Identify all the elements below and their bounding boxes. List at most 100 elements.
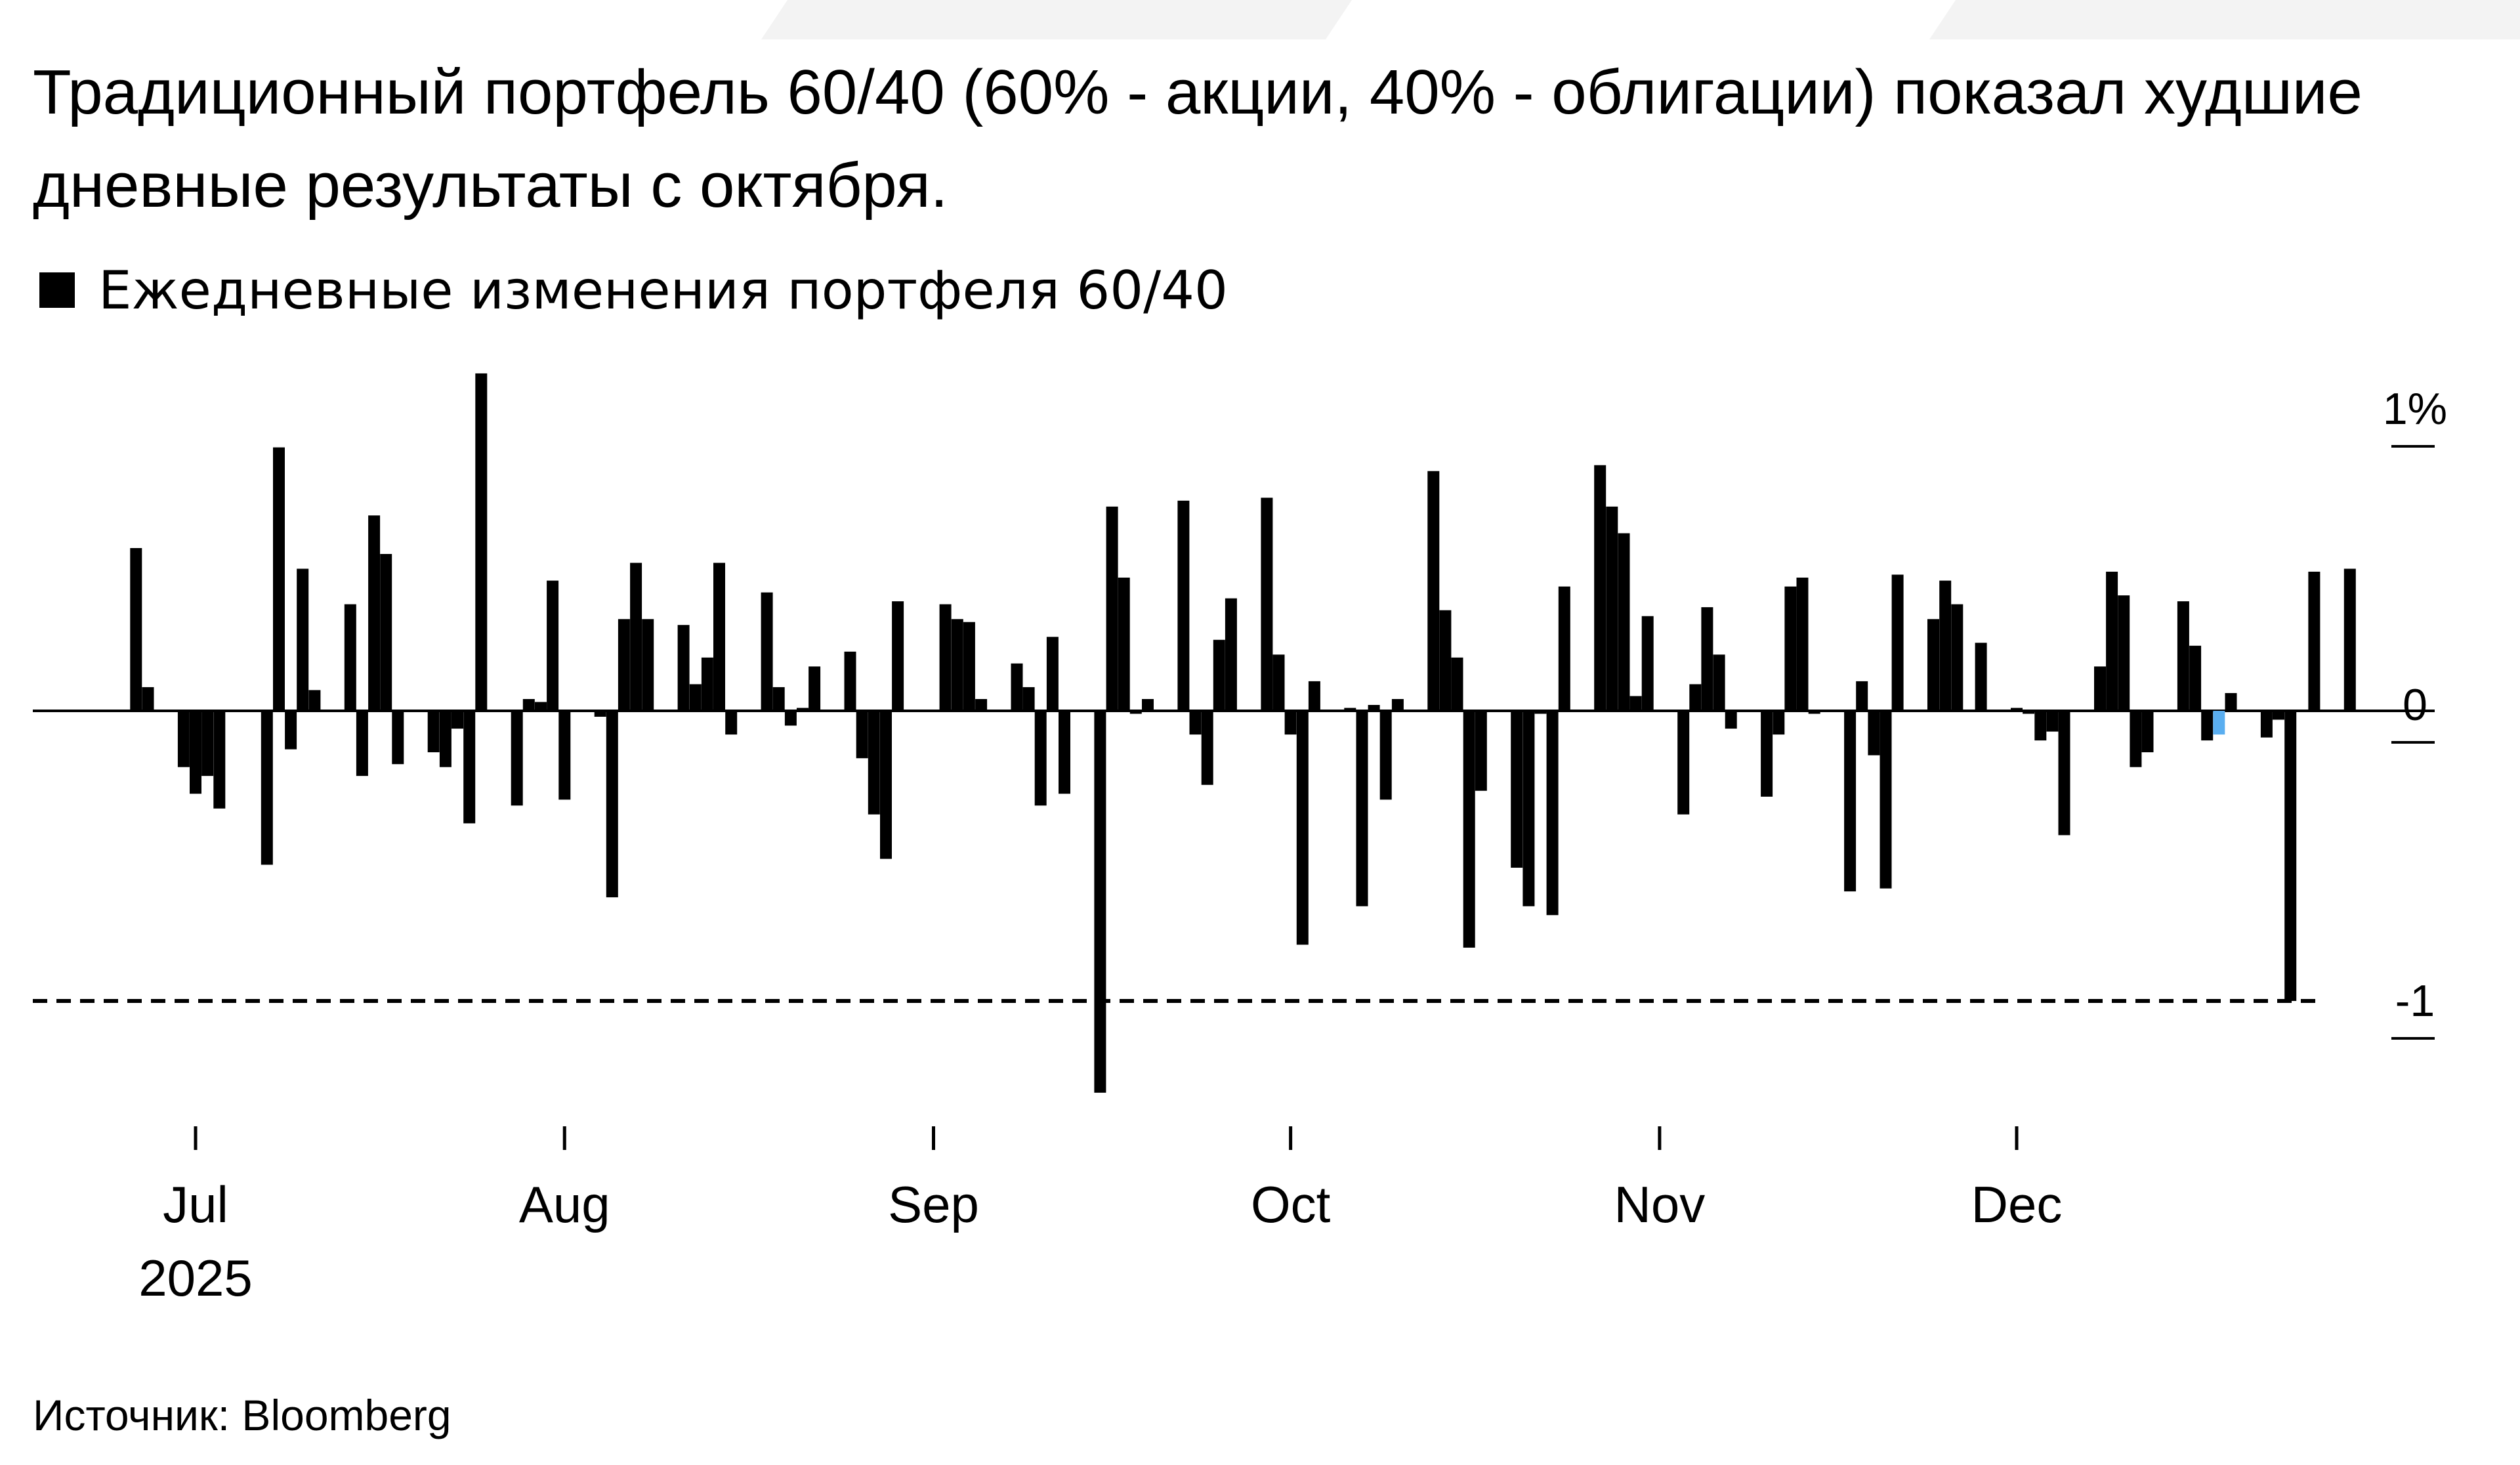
bar [1022,687,1035,711]
bar [808,666,821,711]
bar [1475,711,1487,791]
bar [356,711,368,776]
bar [1629,696,1642,711]
bar [772,687,785,711]
bar [142,687,154,711]
bar [1784,586,1797,711]
bar [463,711,476,824]
bar [677,625,690,711]
header-decoration [761,0,2520,39]
bar [1677,711,1690,815]
bar [2046,711,2059,732]
bar [522,699,535,711]
bar [1844,711,1857,892]
bar [261,711,273,865]
bar [2284,711,2297,1001]
bar [1558,586,1570,711]
bar [2118,595,2130,711]
bar [1796,578,1809,711]
bar [2094,666,2106,711]
bar [1177,500,1190,711]
bar [606,711,618,898]
bar [535,702,547,711]
x-tick-label: Jul [163,1176,228,1233]
bar [1463,711,1475,948]
bar [2260,711,2273,738]
bar [797,708,808,711]
bar [368,515,381,711]
bar [856,711,868,759]
bar [1713,654,1725,711]
bar [1344,708,1356,711]
bar [2308,572,2320,711]
bar [1368,705,1380,711]
bar [2177,601,2189,711]
bar [177,711,190,767]
bar [1356,711,1368,906]
bar [2023,711,2035,714]
bar [594,711,606,717]
bar [1939,580,1952,711]
bar [344,604,356,711]
bar-highlighted [2213,711,2225,735]
bar [130,548,142,711]
bar [1296,711,1309,945]
bar [1034,711,1047,806]
bar [1522,711,1535,906]
bar [511,711,523,806]
y-tick-label: 0 [2403,680,2427,730]
bar [2201,711,2214,741]
bar [380,554,392,711]
bar [2130,711,2142,767]
bar [1927,619,1939,711]
bar [190,711,201,794]
bar [630,563,642,711]
bar [939,604,952,711]
bar [1546,711,1559,916]
bar [1606,506,1618,711]
bar [273,447,285,711]
bar [880,711,892,859]
bar [1427,471,1440,711]
bar [201,711,214,776]
header-stripe [1929,0,2520,39]
bar [1773,711,1785,735]
y-tick-label: -1 [2395,976,2435,1026]
bar [213,711,226,809]
bar [2343,568,2356,711]
bar [558,711,571,800]
bar [1272,654,1285,711]
bar [2034,711,2047,741]
bar [1951,604,1964,711]
bar [427,711,440,753]
header-stripe [761,0,1352,39]
bar [1201,711,1213,785]
bar [1011,663,1023,711]
bar [1618,533,1630,711]
bar [1379,711,1392,800]
bar [1439,610,1452,711]
bar [892,601,904,711]
bar [1880,711,1892,889]
bar [1213,639,1225,711]
bar [1868,711,1880,755]
bar [475,373,488,711]
bar [963,622,975,711]
legend-swatch [39,272,75,308]
bar [1189,711,1202,735]
y-tick-label: 1% [2383,384,2447,434]
bar [297,568,309,711]
bar [1641,616,1654,711]
bar [1534,711,1547,714]
bar [951,619,963,711]
bar [1701,607,1713,711]
x-tick-label: Sep [888,1176,979,1233]
bar [2011,708,2023,711]
bar [439,711,452,767]
bar [1856,681,1868,711]
bar [1142,699,1154,711]
bar [975,699,988,711]
bar [1106,506,1118,711]
bar [2225,692,2237,711]
